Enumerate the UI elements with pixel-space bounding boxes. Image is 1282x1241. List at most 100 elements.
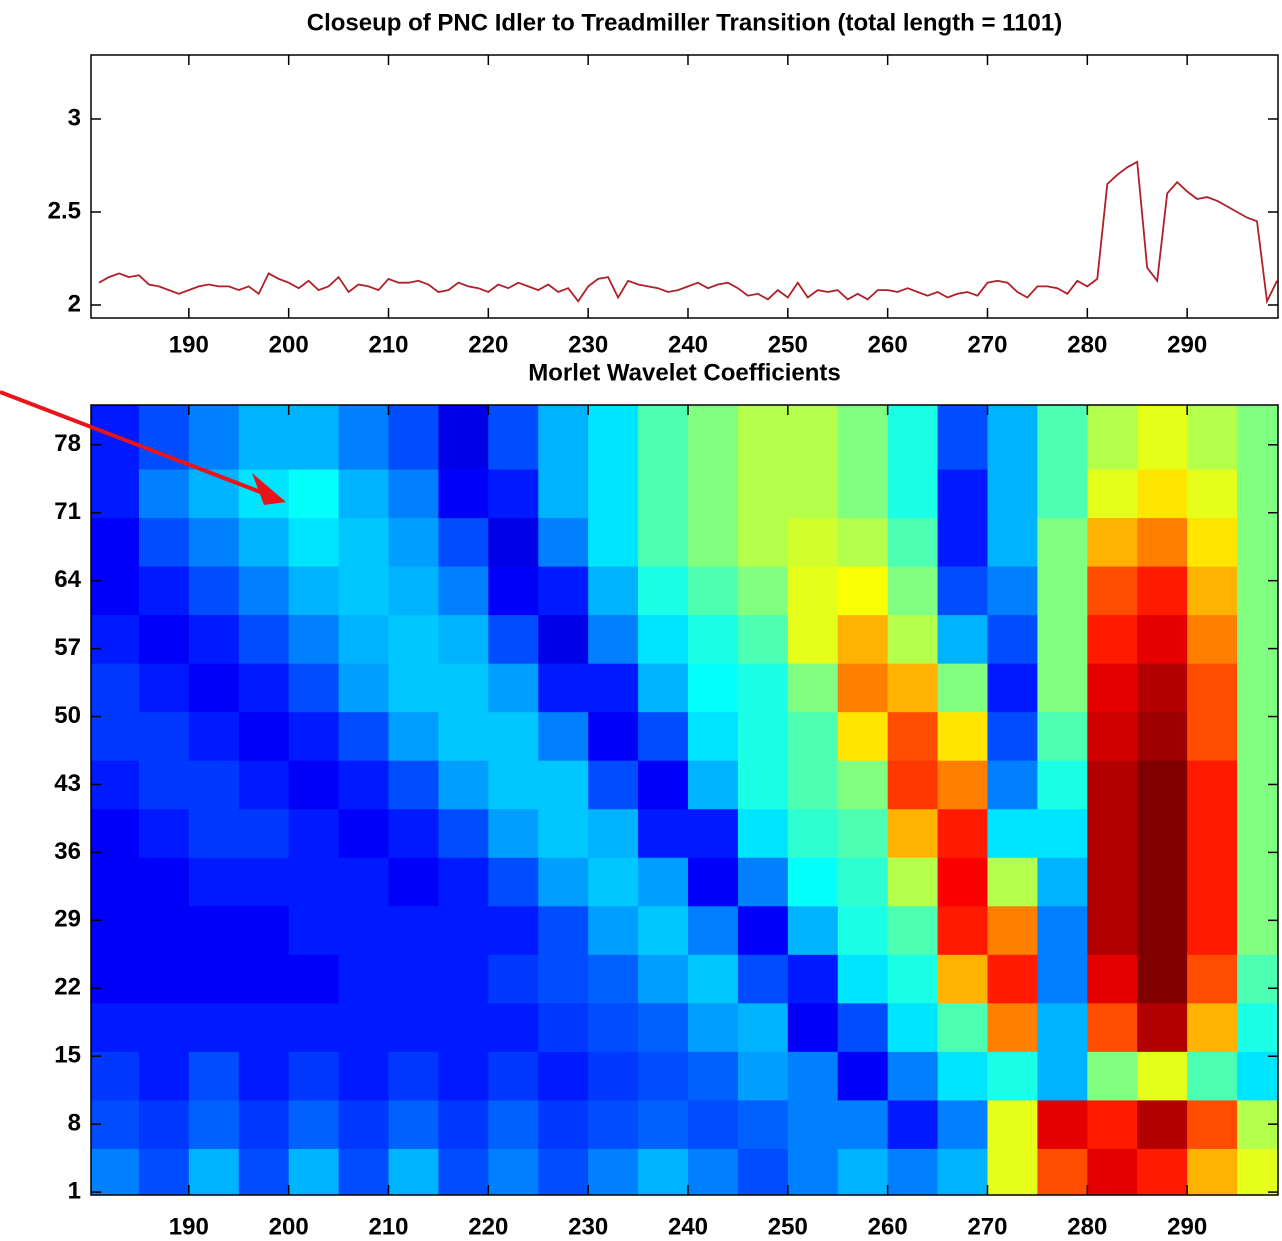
heat-cell [887, 420, 939, 470]
heat-cell [388, 614, 439, 664]
y-tick-label: 8 [68, 1109, 81, 1136]
heat-cell [1087, 954, 1138, 1004]
heat-cell [737, 1051, 789, 1101]
heat-cell [138, 517, 190, 567]
heat-cell [588, 420, 639, 470]
heat-cell [1237, 517, 1278, 567]
heat-cell [837, 566, 889, 616]
heat-cell [438, 517, 489, 567]
heat-cell [1037, 663, 1088, 713]
heat-cell [588, 566, 639, 616]
heat-cell [438, 1051, 489, 1101]
heat-cell [538, 420, 589, 470]
heat-cell [338, 614, 389, 664]
heat-cell [538, 1148, 589, 1195]
heat-cell [588, 711, 639, 761]
heat-cell [288, 760, 340, 810]
heat-cell [388, 517, 439, 567]
heat-cell [138, 1148, 190, 1195]
heat-cell [588, 954, 639, 1004]
heat-cell [288, 1002, 340, 1052]
plot-area [91, 405, 1278, 1195]
heat-cell [937, 469, 988, 519]
heat-cell [1187, 614, 1238, 664]
heat-cell [538, 760, 589, 810]
heat-cell [91, 566, 140, 616]
heat-cell [588, 1002, 639, 1052]
heat-cell [887, 954, 939, 1004]
heat-cell [837, 1051, 889, 1101]
heat-cell [887, 905, 939, 955]
heat-cell [188, 405, 240, 422]
heat-cell [588, 405, 639, 422]
heat-cell [338, 566, 389, 616]
heat-cell [138, 711, 190, 761]
heat-cell [787, 1148, 839, 1195]
heat-cell [737, 808, 789, 858]
heat-cell [1137, 469, 1188, 519]
heat-cell [1037, 1051, 1088, 1101]
x-tick-label: 240 [668, 1213, 708, 1240]
heat-cell [338, 1002, 389, 1052]
heat-cell [438, 760, 489, 810]
heat-cell [91, 1002, 140, 1052]
heat-cell [238, 1002, 290, 1052]
x-tick-label: 260 [868, 331, 908, 358]
heat-cell [188, 1051, 240, 1101]
x-tick-label: 280 [1067, 331, 1107, 358]
heat-cell [1087, 614, 1138, 664]
heat-cell [1187, 857, 1238, 907]
heat-cell [91, 1051, 140, 1101]
heat-cell [987, 663, 1038, 713]
heat-cell [538, 517, 589, 567]
heat-cell [588, 1051, 639, 1101]
heat-cell [238, 857, 290, 907]
heat-cell [91, 1148, 140, 1195]
heat-cell [1187, 711, 1238, 761]
heat-cell [438, 857, 489, 907]
heat-cell [787, 711, 839, 761]
heat-cell [887, 711, 939, 761]
heat-cell [338, 808, 389, 858]
heat-cell [488, 1099, 539, 1149]
heat-cell [238, 663, 290, 713]
heat-cell [388, 954, 439, 1004]
heat-cell [638, 711, 689, 761]
heat-cell [238, 566, 290, 616]
heat-cell [288, 954, 340, 1004]
heat-cell [488, 566, 539, 616]
y-tick-label: 3 [68, 104, 81, 131]
heat-cell [438, 1002, 489, 1052]
heat-cell [588, 905, 639, 955]
heat-cell [488, 905, 539, 955]
heat-cell [1187, 808, 1238, 858]
heat-cell [687, 1051, 739, 1101]
heat-cell [588, 808, 639, 858]
heat-cell [687, 1148, 739, 1195]
heat-cell [837, 1002, 889, 1052]
heat-cell [338, 857, 389, 907]
heat-cell [987, 469, 1038, 519]
heat-cell [638, 405, 689, 422]
heat-cell [438, 663, 489, 713]
heat-cell [1087, 808, 1138, 858]
heat-cell [1237, 614, 1278, 664]
heat-cell [388, 1051, 439, 1101]
heat-cell [488, 808, 539, 858]
heat-cell [987, 1002, 1038, 1052]
heat-cell [1137, 517, 1188, 567]
chart-title: Closeup of PNC Idler to Treadmiller Tran… [307, 9, 1062, 36]
heat-cell [1237, 808, 1278, 858]
heat-cell [188, 420, 240, 470]
heat-cell [1237, 954, 1278, 1004]
heat-cell [488, 954, 539, 1004]
heat-cell [138, 1002, 190, 1052]
heat-cell [1187, 1051, 1238, 1101]
heat-cell [488, 405, 539, 422]
heat-cell [138, 469, 190, 519]
heat-cell [887, 808, 939, 858]
heat-cell [1037, 1099, 1088, 1149]
heat-cell [937, 760, 988, 810]
heat-cell [238, 760, 290, 810]
